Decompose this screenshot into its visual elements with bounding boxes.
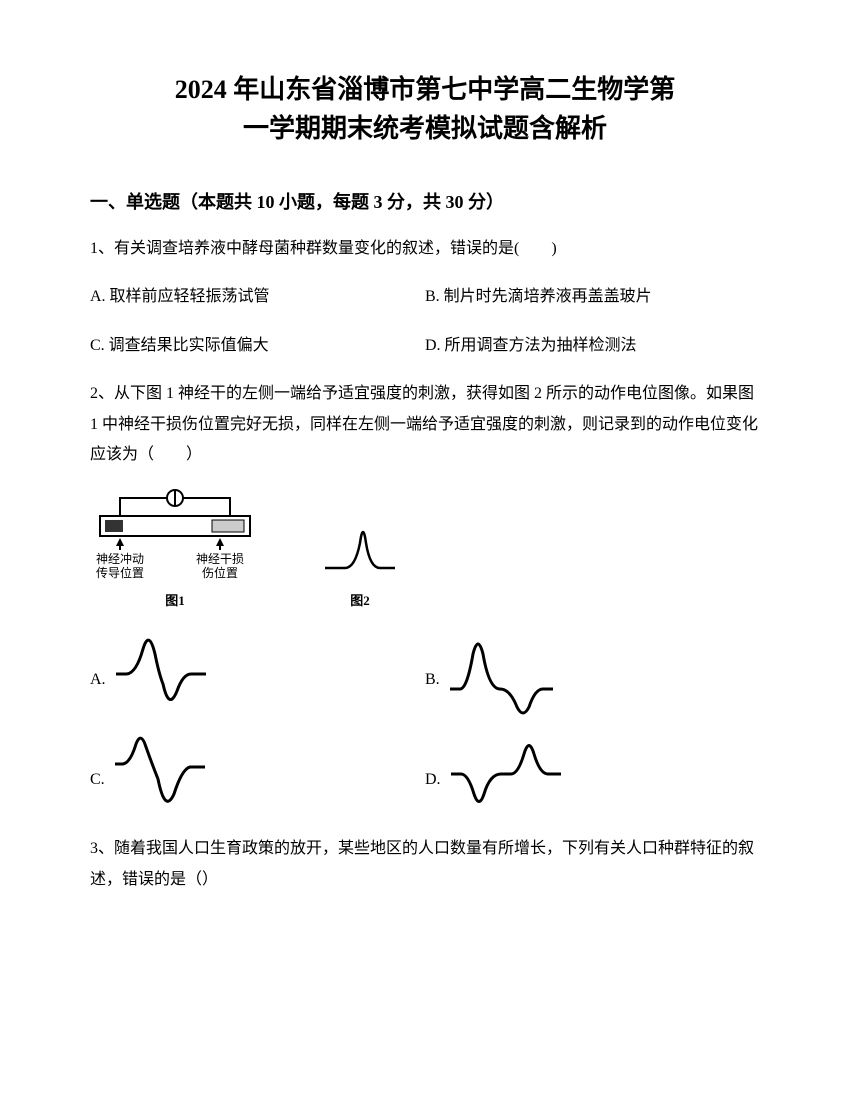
waveform-d-icon <box>446 729 566 819</box>
question-2-text: 2、从下图 1 神经干的左侧一端给予适宜强度的刺激，获得如图 2 所示的动作电位… <box>90 379 760 470</box>
figure-row: 神经冲动 传导位置 神经干损 伤位置 图1 图2 <box>90 488 760 609</box>
question-1-options-row2: C. 调查结果比实际值偏大 D. 所用调查方法为抽样检测法 <box>90 331 760 361</box>
nerve-diagram-icon: 神经冲动 传导位置 神经干损 伤位置 <box>90 488 260 583</box>
q1-option-b: B. 制片时先滴培养液再盖盖玻片 <box>425 282 760 312</box>
figure-1: 神经冲动 传导位置 神经干损 伤位置 图1 <box>90 488 260 609</box>
waveform-a-icon <box>111 629 211 719</box>
choice-d: D. <box>425 729 760 819</box>
question-1-options-row1: A. 取样前应轻轻振荡试管 B. 制片时先滴培养液再盖盖玻片 <box>90 282 760 312</box>
waveform-b-icon <box>445 629 555 719</box>
choice-d-letter: D. <box>425 771 441 819</box>
q1-option-d: D. 所用调查方法为抽样检测法 <box>425 331 760 361</box>
action-potential-icon <box>320 513 400 583</box>
q1-option-c: C. 调查结果比实际值偏大 <box>90 331 425 361</box>
figure-2: 图2 <box>320 513 400 609</box>
svg-text:神经冲动: 神经冲动 <box>96 551 144 566</box>
choice-row-1: A. B. <box>90 629 760 719</box>
title-line-1: 2024 年山东省淄博市第七中学高二生物学第 <box>90 70 760 109</box>
exam-title: 2024 年山东省淄博市第七中学高二生物学第 一学期期末统考模拟试题含解析 <box>90 70 760 148</box>
choice-b-letter: B. <box>425 671 440 719</box>
question-1-text: 1、有关调查培养液中酵母菌种群数量变化的叙述，错误的是( ) <box>90 234 760 264</box>
figure-1-caption: 图1 <box>90 590 260 609</box>
waveform-c-icon <box>110 729 210 819</box>
section-header: 一、单选题（本题共 10 小题，每题 3 分，共 30 分） <box>90 188 760 214</box>
svg-text:神经干损: 神经干损 <box>196 552 244 566</box>
question-3-text: 3、随着我国人口生育政策的放开，某些地区的人口数量有所增长，下列有关人口种群特征… <box>90 834 760 895</box>
choice-c: C. <box>90 729 425 819</box>
title-line-2: 一学期期末统考模拟试题含解析 <box>90 109 760 148</box>
choice-b: B. <box>425 629 760 719</box>
choice-a-letter: A. <box>90 671 106 719</box>
choice-row-2: C. D. <box>90 729 760 819</box>
figure-2-caption: 图2 <box>320 590 400 609</box>
svg-text:伤位置: 伤位置 <box>202 565 238 580</box>
svg-text:传导位置: 传导位置 <box>96 565 144 580</box>
choice-c-letter: C. <box>90 771 105 819</box>
choice-a: A. <box>90 629 425 719</box>
q1-option-a: A. 取样前应轻轻振荡试管 <box>90 282 425 312</box>
